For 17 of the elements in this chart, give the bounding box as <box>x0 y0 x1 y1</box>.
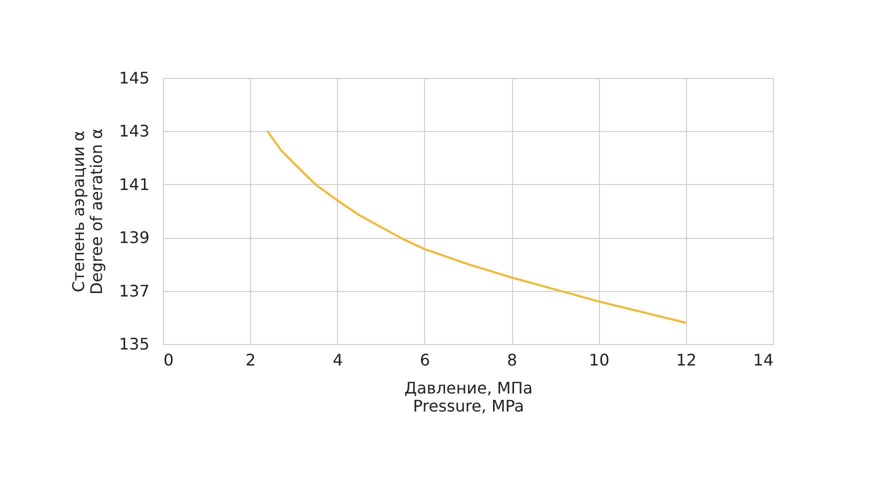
x-tick-label: 10 <box>589 350 610 370</box>
x-tick-label: 12 <box>676 350 697 370</box>
y-tick-label: 143 <box>118 122 150 141</box>
x-tick-label: 0 <box>164 350 174 370</box>
x-tick-label: 4 <box>332 350 343 370</box>
x-axis-title: Давление, МПа Pressure, MPa <box>404 378 533 416</box>
y-tick-label: 139 <box>118 228 150 248</box>
x-tick-label: 6 <box>420 350 430 370</box>
y-tick-label: 145 <box>118 68 150 88</box>
x-tick-label: 8 <box>506 350 518 370</box>
line-series <box>266 130 687 324</box>
x-tick-label: 2 <box>246 350 256 370</box>
y-tick-label: 137 <box>118 281 150 300</box>
x-tick-label: 14 <box>753 350 774 370</box>
y-tick-label: 141 <box>118 174 150 194</box>
y-axis-title: Степень аэрации α Degree of aeration α <box>68 128 106 295</box>
y-tick-label: 135 <box>118 334 150 354</box>
